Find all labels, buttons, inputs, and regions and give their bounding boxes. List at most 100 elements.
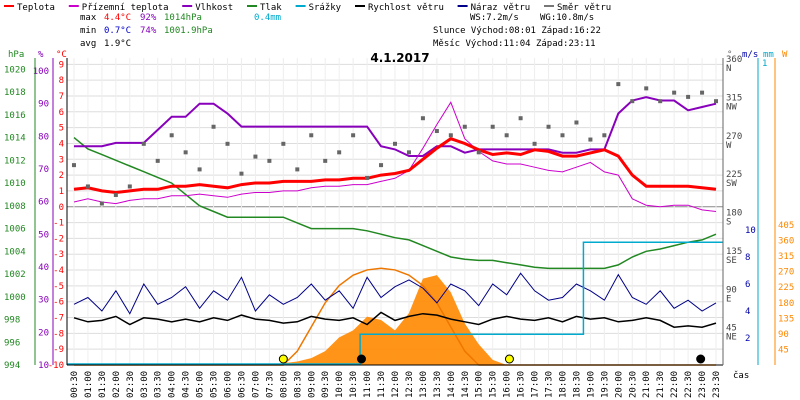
wind-direction-dot [504,133,509,138]
time-tick: 02:00 [112,371,122,398]
direction-tick: N [726,64,731,74]
solar-tick: 270 [778,268,794,278]
min-pressure: 1001.9hPa [164,26,213,36]
humidity-tick: 80 [38,132,49,142]
moon-marker [357,354,367,364]
time-tick: 19:00 [586,371,596,398]
wind-direction-dot [85,184,90,189]
time-tick: 19:30 [600,371,610,398]
solar-tick: 360 [778,237,794,247]
time-tick: 08:00 [279,371,289,398]
time-tick: 16:00 [503,371,513,398]
pressure-tick: 1014 [4,134,26,144]
legend-label: Vlhkost [195,3,233,13]
wind-direction-dot [99,201,104,206]
temperature-tick: -7 [53,314,64,324]
humidity-tick: 100 [33,67,49,77]
wind-direction-dot [574,120,579,125]
temperature-tick: 3 [59,155,64,165]
time-tick: 07:30 [265,371,275,398]
wind-direction-dot [365,175,370,180]
time-tick: 01:00 [84,371,94,398]
direction-tick: 270 [726,132,742,142]
time-tick: 22:30 [684,371,694,398]
solar-tick: 405 [778,221,794,231]
time-tick: 14:30 [461,371,471,398]
time-tick: 23:30 [712,371,722,398]
wind-direction-dot [393,141,397,146]
time-tick: 11:00 [363,371,373,398]
wind-direction-dot [686,94,691,99]
direction-tick: 180 [726,209,742,219]
temperature-tick: 4 [59,139,64,149]
humidity-tick: 60 [38,198,49,208]
legend-label: Přízemní teplota [82,3,169,13]
w-unit: W [782,50,788,60]
time-tick: 04:00 [168,371,178,398]
legend: Teplota Přízemní teplota Vlhkost Tlak Srážky… [4,3,611,13]
hpa-unit: hPa [8,50,24,60]
sun-info: Slunce Východ:08:01 Západ:16:22 [433,26,601,36]
time-tick: 01:30 [98,371,108,398]
max-pressure: 1014hPa [164,13,202,23]
time-tick: 03:30 [154,371,164,398]
direction-tick: NW [726,102,737,112]
wind-direction-dot [462,124,467,129]
time-tick: 18:30 [572,371,582,398]
temperature-tick: -10 [48,361,64,371]
solar-tick: 90 [778,330,789,340]
direction-tick: 90 [726,285,737,295]
direction-tick: SW [726,179,737,189]
wind-tick: 2 [745,334,750,344]
pressure-tick: 996 [4,338,20,348]
temperature-tick: 8 [59,76,64,86]
wind-direction-dot [714,99,719,104]
ground-temperature-line [73,101,717,212]
wind-direction-dot [337,150,342,155]
wind-direction-dot [225,141,230,146]
time-tick: 05:30 [210,371,220,398]
wind-direction-dot [281,141,286,146]
pressure-tick: 994 [4,361,20,371]
solar-tick: 180 [778,299,794,309]
wind-tick: 10 [745,226,756,236]
wind-direction-dot [197,167,202,172]
wind-direction-dot [476,150,481,155]
solar-tick: 45 [778,345,789,355]
wind-direction-dot [448,133,453,138]
wind-direction-dot [672,90,677,95]
pct-unit: % [38,50,44,60]
legend-label: Tlak [260,3,282,13]
time-tick: 21:30 [656,371,666,398]
wind-direction-dot [211,124,216,129]
solar-tick: 225 [778,283,794,293]
direction-tick: 135 [726,247,742,257]
ms-unit: m/s [742,50,758,60]
max-humidity: 92% [140,13,157,23]
wind-direction-dot [532,141,537,146]
wind-direction-dot [183,150,188,155]
time-tick: 15:00 [475,371,485,398]
humidity-tick: 30 [38,296,49,306]
wind-tick: 6 [745,280,750,290]
temperature-tick: 5 [59,124,64,134]
mm-unit: mm [763,50,774,60]
direction-tick: 225 [726,170,742,180]
wind-speed-info: WS:7.2m/s [470,13,519,23]
wind-gust-info: WG:10.8m/s [540,13,594,23]
chart-title: 4.1.2017 [370,51,429,65]
time-tick: 15:30 [489,371,499,398]
temperature-tick: -8 [53,329,64,339]
wind-direction-dot [379,163,384,168]
wind-direction-dot [602,133,607,138]
humidity-tick: 70 [38,165,49,175]
wind-direction-dot [420,116,425,121]
legend-label: Směr větru [557,3,611,13]
solar-fill [73,275,717,365]
deg-unit: ° [727,50,732,60]
direction-tick: NE [726,333,737,343]
wind-direction-dot [518,116,523,121]
wind-direction-dot [434,129,439,134]
wind-direction-dot [323,158,328,163]
